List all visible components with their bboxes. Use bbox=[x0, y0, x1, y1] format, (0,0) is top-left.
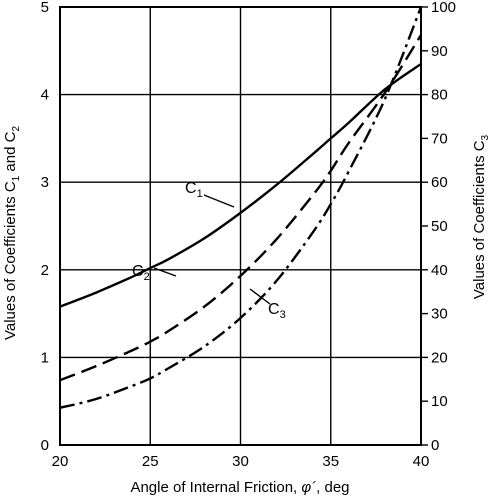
y-left-tick-label: 1 bbox=[41, 349, 49, 366]
y-right-tick-label: 40 bbox=[431, 262, 448, 279]
y-right-tick-label: 50 bbox=[431, 218, 448, 235]
y-right-tick-label: 20 bbox=[431, 349, 448, 366]
series-label-sub: 3 bbox=[280, 309, 286, 321]
x-axis-label: Angle of Internal Friction, φ´, deg bbox=[130, 479, 349, 496]
y-axis-right-label-sub: 3 bbox=[480, 134, 491, 140]
y-axis-left-label-main: Values of Coefficients C bbox=[2, 181, 19, 340]
series-label-pointer bbox=[203, 194, 235, 208]
series-line-c1 bbox=[60, 34, 421, 382]
y-right-tick-label: 30 bbox=[431, 306, 448, 323]
y-left-tick-label: 4 bbox=[41, 87, 49, 104]
series-label-main: C bbox=[185, 180, 197, 197]
y-axis-left-label: Values of Coefficients C1 and C2 bbox=[2, 126, 22, 340]
x-axis-label-symbol: φ´ bbox=[301, 479, 316, 496]
series-label-c2: C2 bbox=[132, 263, 150, 283]
grid bbox=[59, 6, 422, 446]
y-right-tick-label: 90 bbox=[431, 43, 448, 60]
series-label-pointer bbox=[249, 288, 271, 305]
y-right-tick-label: 80 bbox=[431, 87, 448, 104]
x-tick-label: 30 bbox=[232, 453, 249, 470]
y-right-tick-label: 10 bbox=[431, 393, 448, 410]
y-axis-left-label-sub2: 2 bbox=[11, 126, 22, 132]
series-line-c3 bbox=[60, 7, 421, 409]
series-label-sub: 2 bbox=[144, 271, 150, 283]
series-label-main: C bbox=[268, 301, 280, 318]
series-line-c2 bbox=[60, 62, 421, 308]
y-right-tick-label: 60 bbox=[431, 174, 448, 191]
series-label-c1: C1 bbox=[185, 180, 203, 200]
y-axis-right-label-main: Values of Coefficients C bbox=[471, 140, 488, 299]
y-left-tick-label: 5 bbox=[41, 0, 49, 16]
y-axis-left-label-mid: and C bbox=[2, 131, 19, 175]
series-label-pointer bbox=[153, 267, 177, 277]
y-left-tick-label: 3 bbox=[41, 174, 49, 191]
y-axis-right-label: Values of Coefficients C3 bbox=[471, 134, 491, 299]
x-axis-label-text: Angle of Internal Friction, bbox=[130, 479, 301, 496]
x-tick-label: 20 bbox=[52, 453, 69, 470]
x-axis-label-unit: , deg bbox=[316, 479, 349, 496]
y-left-tick-label: 2 bbox=[41, 262, 49, 279]
x-tick-label: 35 bbox=[322, 453, 339, 470]
series-lines bbox=[60, 7, 421, 409]
series-label-sub: 1 bbox=[197, 188, 203, 200]
x-tick-label: 40 bbox=[413, 453, 430, 470]
x-tick-label: 25 bbox=[142, 453, 159, 470]
y-axis-left-label-sub1: 1 bbox=[11, 175, 22, 181]
y-right-tick-label: 100 bbox=[431, 0, 456, 16]
y-left-tick-label: 0 bbox=[41, 437, 49, 454]
series-label-main: C bbox=[132, 263, 144, 280]
y-right-tick-label: 0 bbox=[431, 437, 439, 454]
series-label-c3: C3 bbox=[268, 301, 286, 321]
y-right-tick-label: 70 bbox=[431, 130, 448, 147]
